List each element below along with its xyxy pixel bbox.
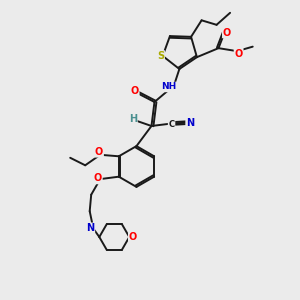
Text: H: H: [129, 114, 137, 124]
Text: C: C: [169, 120, 175, 129]
Text: O: O: [235, 49, 243, 58]
Text: O: O: [94, 173, 102, 184]
Text: N: N: [186, 118, 194, 128]
Text: NH: NH: [161, 82, 176, 91]
Text: O: O: [95, 147, 103, 157]
Text: O: O: [130, 86, 139, 96]
Text: N: N: [86, 223, 94, 233]
Text: O: O: [129, 232, 137, 242]
Text: S: S: [157, 51, 164, 61]
Text: O: O: [223, 28, 231, 38]
